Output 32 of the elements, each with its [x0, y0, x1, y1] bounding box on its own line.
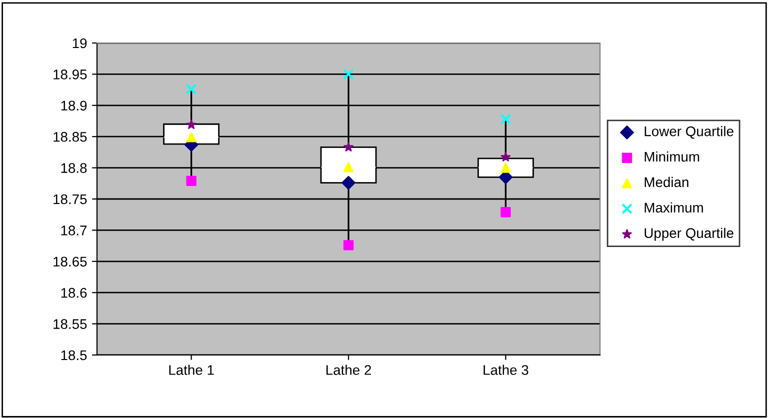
y-tick-label: 18.75 [54, 194, 87, 204]
y-tick-label: 19 [72, 38, 87, 48]
x-tick-label: Lathe 2 [326, 364, 371, 375]
y-tick-label: 18.5 [61, 350, 87, 360]
point [186, 176, 196, 186]
point [186, 84, 197, 95]
y-tick-label: 18.55 [54, 319, 87, 329]
legend-label: Maximum [644, 202, 703, 213]
point [186, 120, 196, 129]
y-tick-label: 18.85 [54, 132, 87, 142]
legend-label: Median [644, 176, 688, 188]
y-tick-label: 18.6 [61, 288, 87, 298]
point [343, 68, 354, 80]
point [342, 176, 356, 190]
legend-label: Upper Quartile [644, 228, 734, 241]
point [500, 207, 511, 218]
x-tick-label: Lathe 1 [169, 364, 214, 375]
point [500, 152, 511, 162]
point [500, 162, 511, 173]
y-tick-label: 18.7 [61, 226, 87, 236]
point [344, 142, 354, 152]
y-tick-label: 18.95 [54, 70, 87, 80]
x-tick-label: Lathe 3 [484, 364, 528, 375]
legend-label: Minimum [644, 151, 700, 162]
point [343, 162, 354, 172]
point [500, 114, 512, 125]
y-tick-label: 18.65 [54, 256, 87, 267]
legend-label: Lower Quartile [644, 126, 734, 139]
point [186, 132, 196, 142]
point [343, 240, 354, 250]
y-tick-label: 18.9 [61, 100, 87, 111]
y-tick-label: 18.8 [61, 163, 87, 173]
